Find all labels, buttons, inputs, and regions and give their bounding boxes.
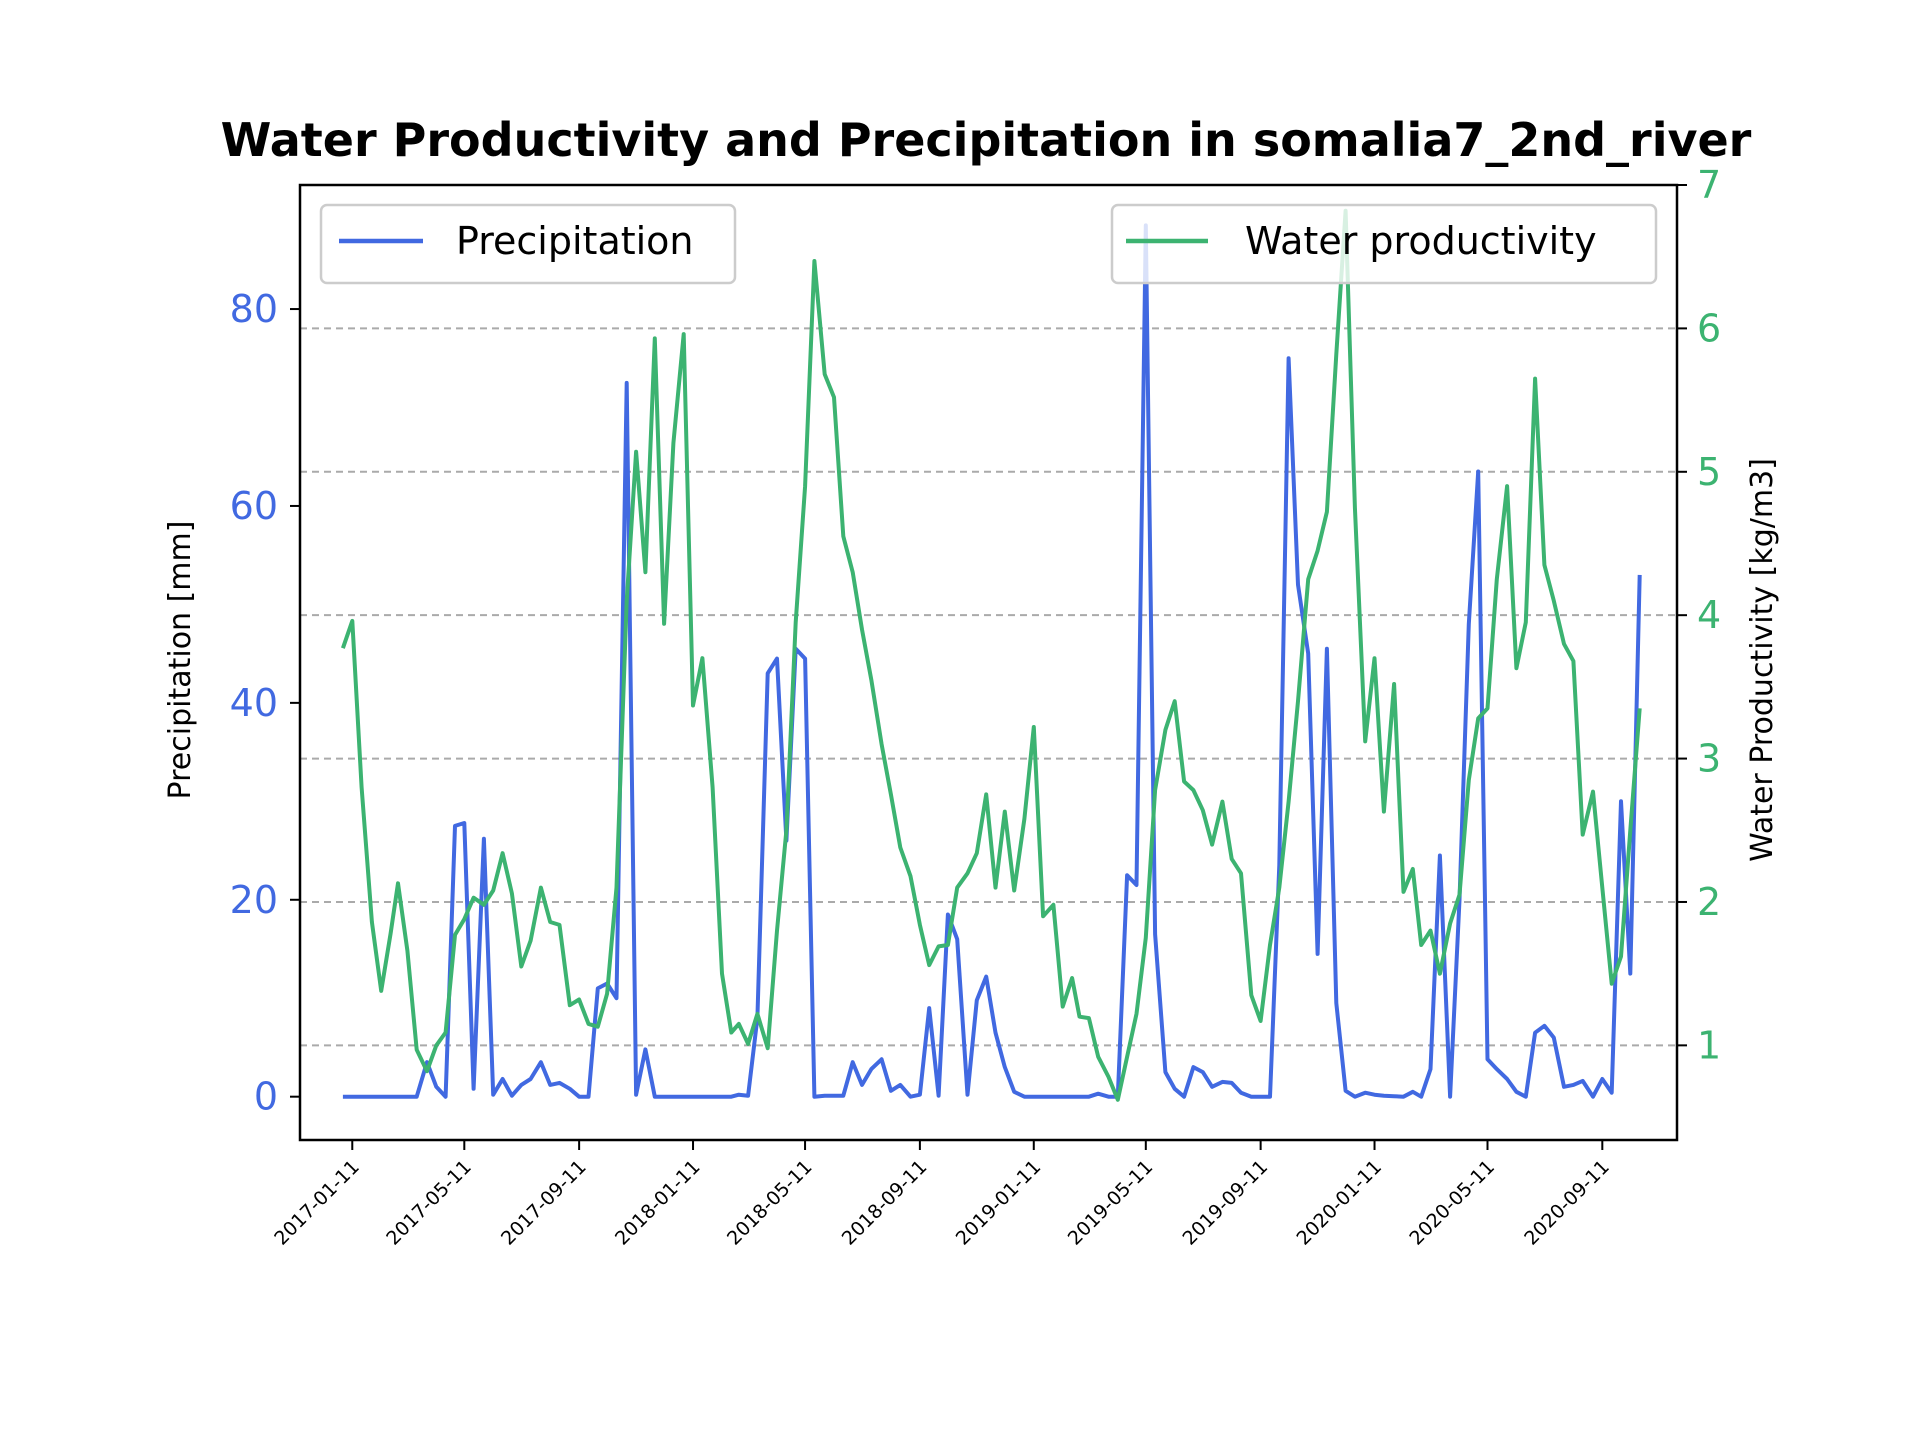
series-line-water-productivity: [341, 208, 1642, 1102]
chart-title: Water Productivity and Precipitation in …: [221, 113, 1752, 167]
gridlines: [300, 327, 1677, 1047]
series-line-precipitation: [342, 223, 1642, 1099]
y-left-tick-label: 0: [254, 1075, 278, 1119]
right-axis: 1 2 3 4 5 6 7: [1677, 163, 1721, 1067]
y-right-tick-label: 7: [1697, 163, 1721, 207]
y-left-tick-label: 80: [230, 287, 278, 331]
legend-precipitation-label: Precipitation: [456, 219, 694, 263]
legend-water-productivity: Water productivity: [1110, 203, 1658, 285]
y-left-tick-label: 20: [230, 878, 278, 922]
y-left-tick-label: 40: [230, 681, 278, 725]
y-left-tick-label: 60: [230, 484, 278, 528]
left-axis: 0 20 40 60 80: [230, 287, 300, 1119]
plot-frame: [298, 183, 1679, 1142]
legend-water-productivity-label: Water productivity: [1245, 219, 1597, 263]
y-axis-right-label: Water Productivity [kg/m3]: [1745, 458, 1780, 862]
y-axis-left-label: Precipitation [mm]: [163, 521, 198, 800]
y-right-tick-label: 3: [1697, 737, 1721, 781]
legend-precipitation: Precipitation: [319, 203, 737, 285]
y-right-tick-label: 1: [1697, 1023, 1721, 1067]
y-right-tick-label: 5: [1697, 450, 1721, 494]
series-lines: [341, 208, 1642, 1102]
y-right-tick-label: 6: [1697, 306, 1721, 350]
y-right-tick-label: 2: [1697, 880, 1721, 924]
y-right-tick-label: 4: [1697, 593, 1721, 637]
